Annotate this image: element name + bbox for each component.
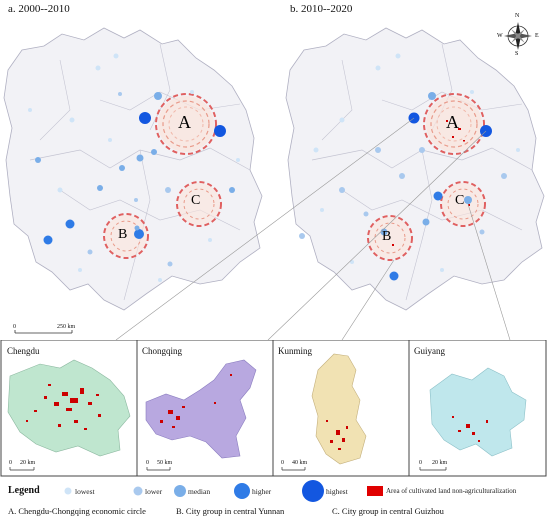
caption-b: B. City group in central Yunnan	[176, 506, 285, 516]
inset-label-chengdu: Chengdu	[7, 346, 40, 356]
inset-scale-chengdu: 20 km	[20, 460, 36, 466]
legend-dot-lower	[133, 486, 143, 496]
leader-lines	[115, 117, 511, 340]
compass-n: N	[515, 13, 520, 19]
region-label-b-2: B	[382, 229, 392, 244]
legend-dot-highest	[302, 480, 324, 502]
scale-distance: 250 km	[57, 324, 76, 330]
inset-scale-bars	[9, 467, 447, 471]
inset-panels	[0, 340, 547, 477]
caption-a: A. Chengdu-Chongqing economic circle	[8, 506, 146, 516]
inset-scale-zero-guiyang: 0	[419, 460, 422, 466]
compass-s: S	[515, 51, 519, 57]
region-ring-a	[155, 93, 217, 155]
inset-label-guiyang: Guiyang	[414, 346, 445, 356]
map-title-left: a. 2000--2010	[8, 3, 70, 15]
compass-w: W	[497, 33, 503, 39]
inset-scale-zero-chengdu: 0	[9, 460, 12, 466]
region-ring-c	[176, 181, 222, 227]
region-ring-b-2	[367, 215, 413, 261]
map-title-right: b. 2010--2020	[290, 3, 353, 15]
map-2010-2020	[285, 27, 545, 311]
compass-rose-icon	[504, 22, 532, 50]
inset-shape-chengdu	[7, 359, 131, 457]
inset-scale-guiyang: 20 km	[432, 460, 448, 466]
city-dots-2000-2010	[28, 53, 240, 282]
region-label-c-2: C	[455, 193, 465, 208]
compass-e: E	[535, 33, 539, 39]
scale-zero: 0	[13, 324, 16, 330]
region-label-a: A	[178, 112, 191, 132]
region-ring-a-2	[423, 93, 485, 155]
region-label-b: B	[118, 227, 128, 242]
legend-label-lower: lower	[145, 487, 163, 496]
legend-swatches	[64, 480, 383, 502]
nonag-marks	[392, 120, 470, 246]
inset-scale-zero-chongqing: 0	[146, 460, 149, 466]
map-2000-2010	[3, 27, 263, 311]
inset-shape-chongqing	[145, 359, 257, 459]
region-label-c: C	[191, 193, 201, 208]
legend-dot-lowest	[64, 487, 72, 495]
inset-label-kunming: Kunming	[278, 346, 313, 356]
inset-scale-kunming: 40 km	[292, 460, 308, 466]
region-label-a-2: A	[446, 112, 459, 132]
legend-dot-higher	[234, 483, 250, 499]
legend-label-highest: highest	[326, 487, 348, 496]
legend-label-higher: higher	[252, 487, 272, 496]
inset-scale-chongqing: 50 km	[157, 460, 173, 466]
main-maps	[3, 22, 545, 340]
legend-dot-median	[174, 485, 186, 497]
caption-c: C. City group in central Guizhou	[332, 506, 444, 516]
legend-swatch-nonag	[367, 486, 383, 496]
legend-label-median: median	[188, 487, 211, 496]
legend-label-lowest: lowest	[75, 487, 95, 496]
inset-scale-zero-kunming: 0	[281, 460, 284, 466]
legend-title: Legend	[8, 485, 40, 496]
inset-label-chongqing: Chongqing	[142, 346, 183, 356]
inset-shape-kunming	[311, 353, 367, 465]
scale-bar	[14, 330, 73, 334]
legend-label-nonag: Area of cultivated land non-agricultural…	[386, 487, 517, 495]
region-ring-c-2	[440, 181, 486, 227]
inset-shape-guiyang	[429, 367, 527, 457]
